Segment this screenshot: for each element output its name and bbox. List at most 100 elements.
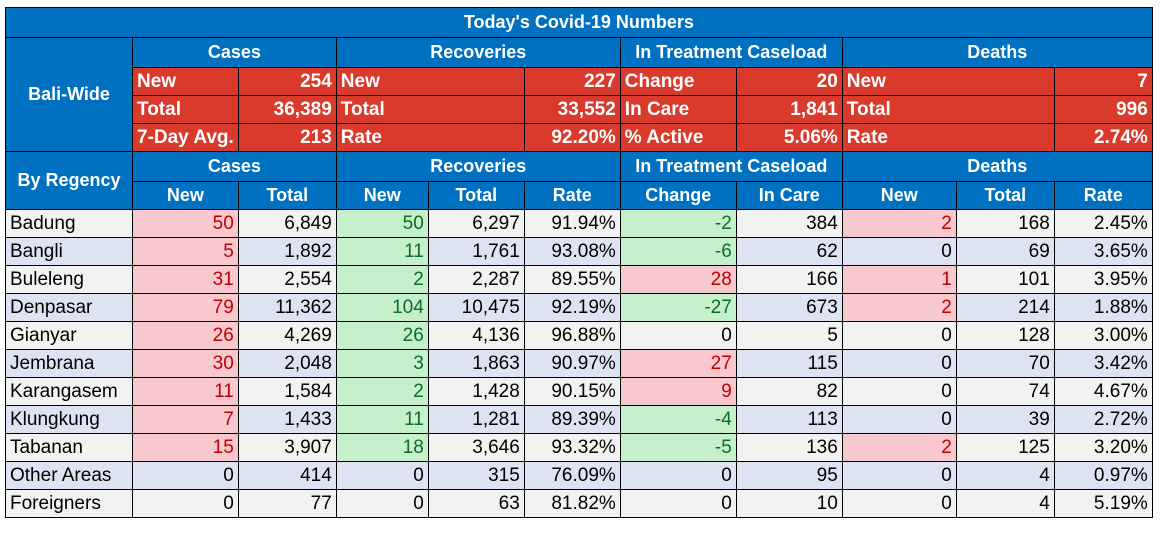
column-header: New [335,181,429,210]
table-row: Denpasar 79 11,362 104 10,475 92.19% -27 673 2 21… [5,293,1153,322]
regency-cell: 4 [955,489,1055,518]
bali-wide-label-cell: Change [619,67,737,96]
regency-cell: 2 [335,377,429,406]
group-header-deaths: Deaths [841,37,1153,68]
bali-wide-value-cell: 1,841 [735,95,843,124]
regency-name: Bangli [5,237,133,266]
regency-cell: 2,287 [427,265,525,294]
regency-cell: 315 [427,461,525,490]
bali-wide-value-cell: 33,552 [523,95,621,124]
regency-cell: 101 [955,265,1055,294]
regency-cell: 10,475 [427,293,525,322]
column-header: Total [237,181,337,210]
regency-cell: 79 [132,293,239,322]
regency-cell: 0 [841,237,957,266]
regency-cell: 69 [955,237,1055,266]
column-header: In Care [735,181,843,210]
column-header: Total [955,181,1055,210]
regency-cell: 4 [955,461,1055,490]
regency-name: Other Areas [5,461,133,490]
regency-cell: 26 [132,321,239,350]
regency-cell: 414 [237,461,337,490]
regency-cell: 77 [237,489,337,518]
regency-cell: 11 [132,377,239,406]
table-row: Badung 50 6,849 50 6,297 91.94% -2 384 2 168 2.45% [5,209,1153,238]
regency-cell: 11 [335,405,429,434]
regency-cell: 39 [955,405,1055,434]
regency-cell: 93.08% [523,237,621,266]
table-row: Jembrana 30 2,048 3 1,863 90.97% 27 115 0 70 3.42% [5,349,1153,378]
bali-wide-value-cell: 92.20% [523,123,621,152]
regency-cell: 3.65% [1053,237,1153,266]
bali-wide-value-cell: 2.74% [1053,123,1153,152]
regency-cell: 63 [427,489,525,518]
table-row: Foreigners 0 77 0 63 81.82% 0 10 0 4 5.19% [5,489,1153,518]
regency-cell: 0 [841,349,957,378]
regency-name: Klungkung [5,405,133,434]
regency-cell: 18 [335,433,429,462]
bali-wide-label-cell: In Care [619,95,737,124]
regency-cell: 0 [841,321,957,350]
regency-cell: 128 [955,321,1055,350]
regency-cell: 2 [841,209,957,238]
table-row: Other Areas 0 414 0 315 76.09% 0 95 0 4 0.97% [5,461,1153,490]
regency-cell: 0 [335,461,429,490]
regency-group-header: In Treatment Caseload [619,151,843,182]
bali-wide-value-cell: 5.06% [735,123,843,152]
regency-name: Foreigners [5,489,133,518]
regency-cell: 1,433 [237,405,337,434]
regency-cell: 1,892 [237,237,337,266]
regency-cell: 2.45% [1053,209,1153,238]
bali-wide-value-cell: 227 [523,67,621,96]
covid-table: Today's Covid-19 Numbers Bali-Wide Cases Re… [5,7,1153,518]
regency-name: Tabanan [5,433,133,462]
table-row: Gianyar 26 4,269 26 4,136 96.88% 0 5 0 128 3.00% [5,321,1153,350]
bali-wide-label-cell: Total [841,95,1055,124]
regency-cell: -2 [619,209,737,238]
regency-cell: -4 [619,405,737,434]
bali-wide-label-cell: Total [132,95,239,124]
bali-wide-label-cell: % Active [619,123,737,152]
regency-cell: 125 [955,433,1055,462]
regency-cell: 5.19% [1053,489,1153,518]
column-header: Rate [523,181,621,210]
regency-cell: 62 [735,237,843,266]
regency-cell: 28 [619,265,737,294]
regency-cell: 92.19% [523,293,621,322]
regency-cell: 91.94% [523,209,621,238]
regency-cell: 2 [841,293,957,322]
regency-cell: 1,428 [427,377,525,406]
regency-cell: 6,297 [427,209,525,238]
regency-cell: 3,907 [237,433,337,462]
regency-cell: -5 [619,433,737,462]
regency-cell: 2 [841,433,957,462]
bali-wide-value-cell: 36,389 [237,95,337,124]
regency-group-header: Cases [132,151,337,182]
group-header-cases: Cases [132,37,337,68]
bali-wide-value-cell: 996 [1053,95,1153,124]
bali-wide-label-cell: Rate [841,123,1055,152]
regency-cell: 5 [132,237,239,266]
regency-name: Jembrana [5,349,133,378]
regency-cell: 0.97% [1053,461,1153,490]
regency-cell: 4.67% [1053,377,1153,406]
regency-cell: 3.20% [1053,433,1153,462]
regency-cell: 0 [335,489,429,518]
regency-cell: 3.95% [1053,265,1153,294]
regency-cell: 1.88% [1053,293,1153,322]
bali-wide-label-cell: New [132,67,239,96]
regency-cell: 214 [955,293,1055,322]
table-row: Tabanan 15 3,907 18 3,646 93.32% -5 136 2 125 3.20… [5,433,1153,462]
regency-cell: 89.39% [523,405,621,434]
regency-cell: 1,761 [427,237,525,266]
regency-cell: 82 [735,377,843,406]
regency-cell: 70 [955,349,1055,378]
regency-cell: 11 [335,237,429,266]
table-row: Buleleng 31 2,554 2 2,287 89.55% 28 166 1 101 3.95… [5,265,1153,294]
bali-wide-label-cell: Total [335,95,525,124]
regency-cell: 0 [841,461,957,490]
regency-cell: 74 [955,377,1055,406]
bali-wide-value-cell: 254 [237,67,337,96]
table-row: Karangasem 11 1,584 2 1,428 90.15% 9 82 0 74 4.67% [5,377,1153,406]
regency-cell: 3.42% [1053,349,1153,378]
